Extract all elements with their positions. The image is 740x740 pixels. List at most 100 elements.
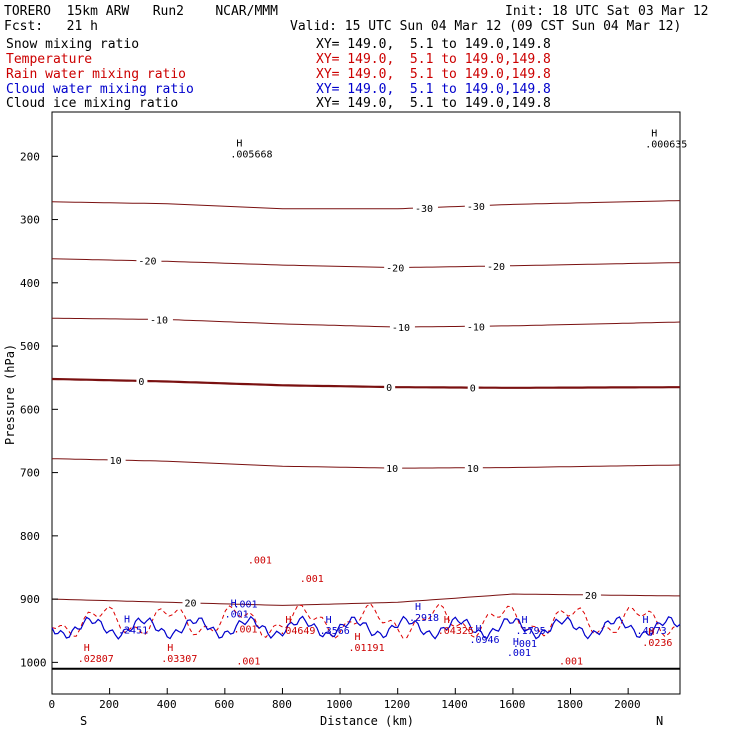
x-tick-label: 1200 (384, 698, 411, 711)
x-tick-label: 800 (272, 698, 292, 711)
x-tick-label: 200 (99, 698, 119, 711)
max-marker: H (444, 615, 450, 626)
isotherm-label: 10 (467, 464, 479, 475)
max-value: .01191 (348, 643, 384, 654)
x-tick-label: 400 (157, 698, 177, 711)
max-value: .3566 (320, 626, 350, 637)
rain-contour (51, 603, 678, 640)
legend-cloud-ice: Cloud ice mixing ratio (6, 96, 179, 111)
init-time: Init: 18 UTC Sat 03 Mar 12 (505, 4, 709, 19)
isotherm-label-bg (464, 462, 483, 473)
isotherm-label: 0 (470, 384, 476, 395)
y-tick-label: 600 (20, 403, 40, 416)
max-marker: H (475, 624, 481, 635)
isotherm-label: 10 (386, 464, 398, 475)
isotherm-label-bg (136, 375, 148, 386)
y-tick-label: 300 (20, 214, 40, 227)
isotherm-label: -10 (150, 315, 168, 326)
isotherm-label-bg (384, 462, 403, 473)
y-axis-label: Pressure (hPa) (3, 344, 17, 445)
isotherm-label-bg (412, 203, 438, 214)
max-value: .4873 (637, 626, 667, 637)
isotherm-label: -10 (467, 322, 485, 333)
isotherm-label: 20 (185, 599, 197, 610)
max-value: .04649 (279, 626, 315, 637)
isotherm--10 (51, 317, 681, 328)
plot-frame (51, 111, 681, 695)
isotherm-label: 20 (585, 591, 597, 602)
isotherm-label: -20 (487, 262, 505, 273)
cloud-water-contour (51, 615, 681, 640)
y-tick-label: 800 (20, 530, 40, 543)
x-tick-label: 1400 (441, 698, 468, 711)
isotherm-label: 0 (138, 377, 144, 388)
isotherm-10 (51, 458, 681, 469)
isotherm--30 (51, 200, 681, 210)
isotherm-label: -20 (386, 263, 404, 274)
rain-contour-label: .001 (233, 625, 257, 636)
y-tick-label: 900 (20, 593, 40, 606)
x-tick-label: 0 (49, 698, 56, 711)
isotherm-label: -30 (415, 204, 433, 215)
isotherm-label-bg (147, 314, 173, 325)
cloud-water-label: .001 (233, 599, 257, 610)
isotherm-label: 0 (386, 383, 392, 394)
max-value: .0236 (642, 638, 672, 649)
max-marker: H (84, 643, 90, 654)
isotherm-label-bg (107, 454, 126, 465)
legend-snow: Snow mixing ratio (6, 37, 140, 52)
max-marker: H (231, 599, 237, 610)
max-value: .02807 (78, 654, 114, 665)
max-marker: H (124, 614, 130, 625)
y-tick-label: 1000 (20, 656, 47, 669)
max-marker: H (236, 139, 242, 150)
isotherm-label-bg (384, 262, 410, 273)
legend-rain: Rain water mixing ratio (6, 67, 187, 82)
isotherm-label: -30 (467, 202, 485, 213)
isotherm-label-bg (136, 255, 162, 266)
rain-contour-label: .001 (300, 574, 324, 585)
legend-cloud-ice-xy: XY= 149.0, 5.1 to 149.0,149.8 (316, 96, 551, 111)
legend-rain-xy: XY= 149.0, 5.1 to 149.0,149.8 (316, 67, 551, 82)
max-marker: H (415, 602, 421, 613)
max-marker: H (522, 615, 528, 626)
legend-temperature: Temperature (6, 52, 93, 67)
y-tick-label: 700 (20, 467, 40, 480)
isotherm-20 (51, 593, 680, 606)
max-marker: H (326, 615, 332, 626)
max-value: .001 (507, 648, 531, 659)
max-value: .2451 (118, 625, 148, 636)
forecast-hour: Fcst: 21 h (4, 19, 98, 34)
x-end-left-label: S (80, 714, 87, 728)
max-value: .2918 (409, 613, 439, 624)
x-tick-label: 1800 (557, 698, 584, 711)
valid-time: Valid: 15 UTC Sun 04 Mar 12 (09 CST Sun … (290, 19, 682, 34)
isotherm-0 (51, 377, 680, 389)
max-marker: H (167, 643, 173, 654)
isotherm-label-bg (464, 321, 490, 332)
rain-contour-label: .001 (559, 656, 583, 667)
max-marker: H (643, 615, 649, 626)
rain-contour-label: .001 (236, 656, 260, 667)
x-tick-label: 1000 (326, 698, 353, 711)
legend-temperature-xy: XY= 149.0, 5.1 to 149.0,149.8 (316, 52, 551, 67)
cloud-water-label: .001 (513, 639, 537, 650)
x-tick-label: 1600 (499, 698, 526, 711)
max-value: .001 (225, 610, 249, 621)
max-value: .04325 (438, 626, 474, 637)
isotherm-label: 10 (110, 456, 122, 467)
max-marker: H (651, 129, 657, 140)
y-tick-label: 200 (20, 150, 40, 163)
y-tick-label: 400 (20, 277, 40, 290)
isotherm-label-bg (582, 589, 601, 600)
isotherm-label-bg (182, 597, 201, 608)
max-value: .0946 (469, 635, 499, 646)
x-tick-label: 2000 (614, 698, 641, 711)
legend-cloud-water-xy: XY= 149.0, 5.1 to 149.0,149.8 (316, 82, 551, 97)
isotherm-label-bg (384, 381, 396, 392)
y-tick-label: 500 (20, 340, 40, 353)
max-marker: H (648, 627, 654, 638)
max-value: .005668 (230, 150, 272, 161)
isotherm-label-bg (389, 321, 415, 332)
